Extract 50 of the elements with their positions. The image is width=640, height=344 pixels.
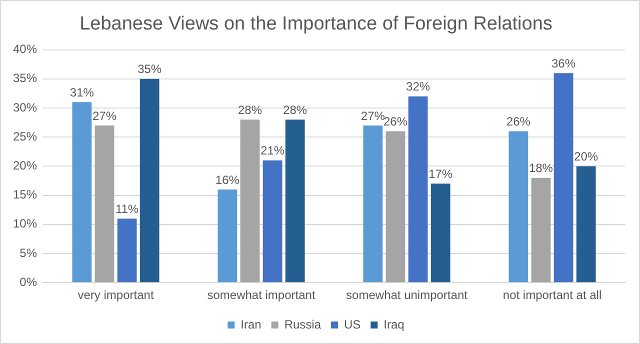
bar xyxy=(576,166,596,282)
x-tick-label: somewhat important xyxy=(207,288,316,302)
legend-label: Russia xyxy=(284,317,322,332)
y-tick-label: 30% xyxy=(12,100,38,114)
bar xyxy=(117,218,137,282)
bar xyxy=(72,102,92,282)
bar xyxy=(430,184,450,282)
data-label: 27% xyxy=(360,108,386,123)
bar xyxy=(218,189,238,282)
data-label: 28% xyxy=(238,102,262,117)
data-label: 17% xyxy=(428,166,453,181)
data-label: 21% xyxy=(260,144,285,158)
bar xyxy=(240,120,260,282)
bar xyxy=(140,78,160,282)
data-label: 31% xyxy=(70,85,94,100)
y-tick-label: 20% xyxy=(12,158,38,173)
bar xyxy=(94,125,114,282)
data-label: 16% xyxy=(215,172,240,187)
y-tick-label: 25% xyxy=(12,129,38,144)
data-label: 20% xyxy=(574,150,598,164)
bar xyxy=(554,73,574,282)
y-tick-label: 15% xyxy=(12,188,38,202)
y-tick-label: 10% xyxy=(12,216,38,231)
bar xyxy=(408,96,428,282)
data-label: 32% xyxy=(406,80,430,94)
bar xyxy=(531,178,551,282)
chart-title: Lebanese Views on the Importance of Foreign Relations xyxy=(80,14,552,35)
y-tick-label: 5% xyxy=(20,246,38,260)
data-label: 28% xyxy=(283,102,308,117)
bar xyxy=(386,131,406,282)
data-label: 11% xyxy=(115,202,139,216)
data-label: 27% xyxy=(92,108,117,123)
legend-label: Iran xyxy=(240,317,262,332)
data-label: 18% xyxy=(528,161,554,176)
legend-label: Iraq xyxy=(384,317,404,332)
x-tick-label: not important at all xyxy=(502,288,602,302)
data-label: 26% xyxy=(383,114,408,129)
data-label: 35% xyxy=(138,62,162,76)
bar xyxy=(508,131,528,282)
y-tick-label: 40% xyxy=(12,42,38,56)
data-label: 36% xyxy=(552,56,576,70)
legend-label: US xyxy=(344,317,361,332)
y-tick-label: 35% xyxy=(12,71,38,86)
x-tick-label: somewhat unimportant xyxy=(346,288,468,302)
y-tick-label: 0% xyxy=(20,274,38,289)
bar xyxy=(262,160,282,282)
data-label: 26% xyxy=(506,114,531,129)
bar xyxy=(363,125,383,282)
bar xyxy=(285,120,305,282)
x-tick-label: very important xyxy=(78,288,154,302)
